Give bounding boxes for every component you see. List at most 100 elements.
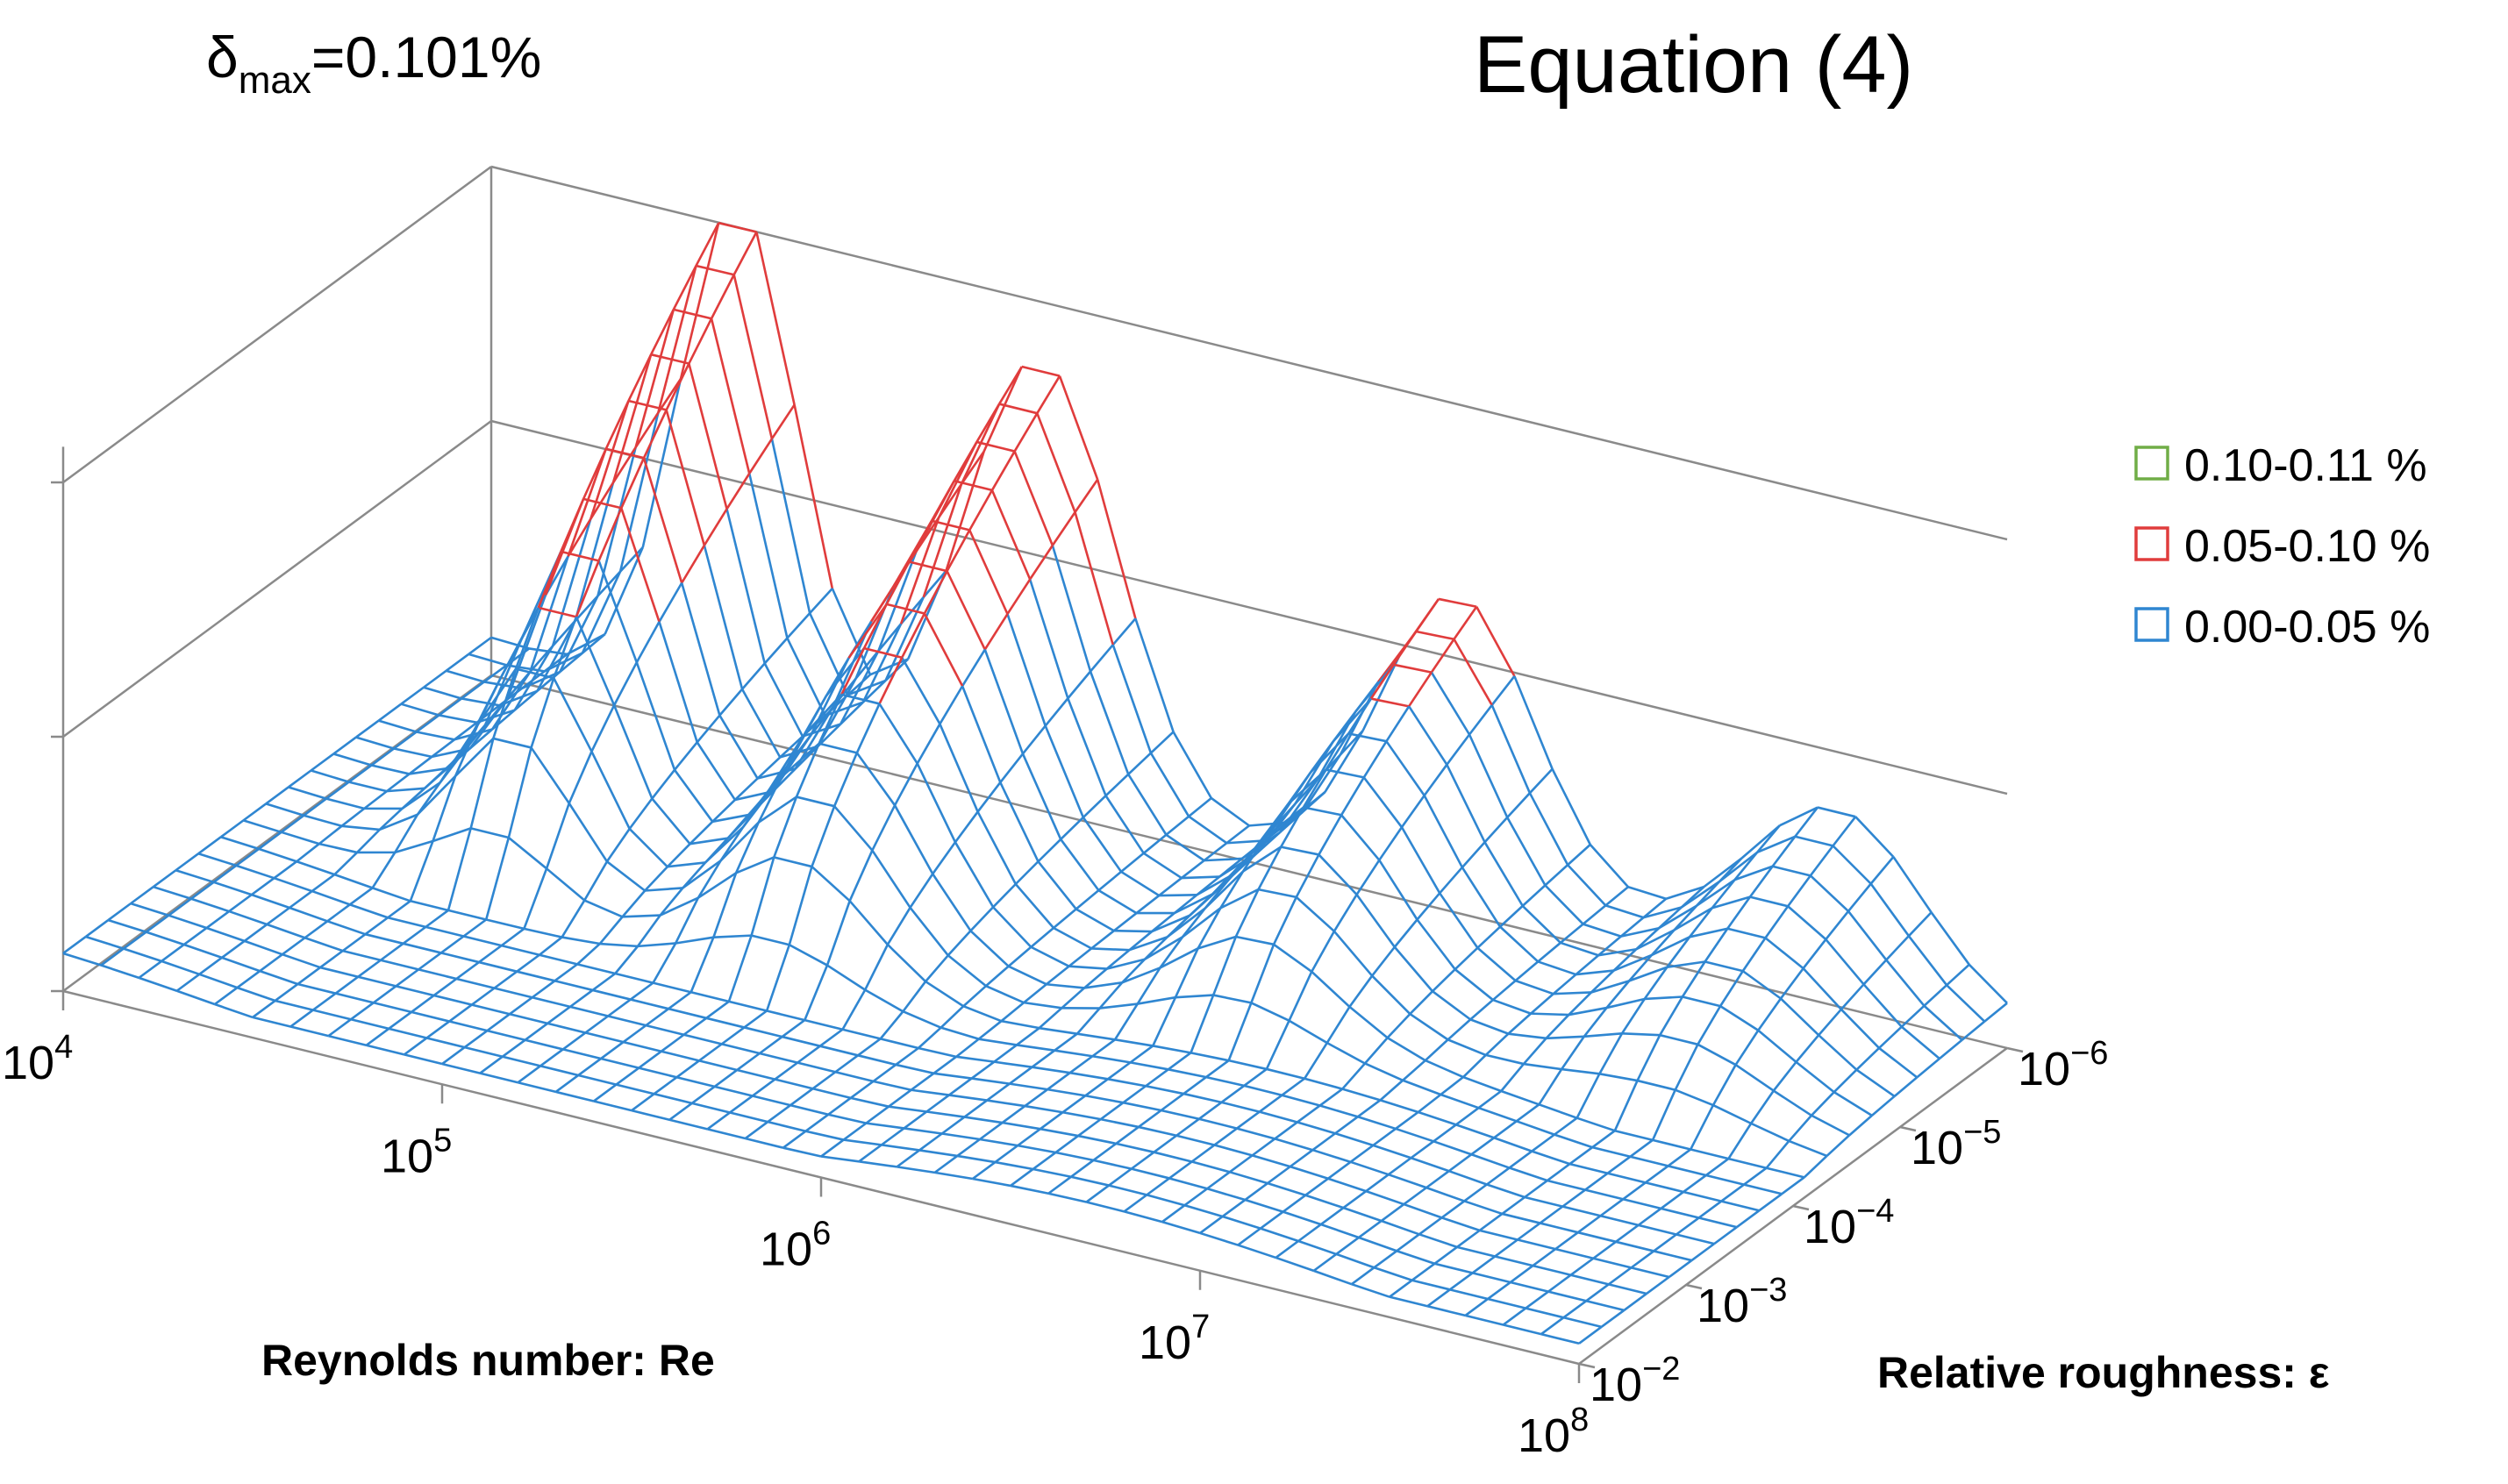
surface-mesh-line: [1712, 1103, 1752, 1125]
surface-mesh-line: [979, 1121, 1004, 1141]
surface-mesh-line: [1334, 1132, 1374, 1147]
surface-mesh-line: [506, 595, 547, 699]
surface-mesh-line: [597, 507, 623, 561]
surface-mesh-line: [598, 916, 624, 945]
surface-mesh-line: [1490, 704, 1532, 794]
surface-mesh-line: [1142, 833, 1168, 854]
surface-mesh-line: [1349, 1144, 1375, 1163]
surface-mesh-line: [1205, 1075, 1245, 1088]
surface-mesh-line: [1983, 1002, 2008, 1023]
surface-mesh-line: [1502, 1212, 1540, 1224]
legend-swatch: [2134, 446, 2169, 481]
surface-mesh-line: [1385, 740, 1425, 796]
surface-mesh-line: [366, 1044, 405, 1056]
surface-mesh-line: [1676, 1233, 1715, 1245]
surface-mesh-line: [790, 1103, 829, 1117]
surface-mesh-line: [539, 936, 563, 956]
surface-mesh-line: [1794, 806, 1819, 838]
surface-mesh-line: [1076, 1032, 1116, 1041]
surface-mesh-line: [1225, 824, 1250, 845]
surface-mesh-line: [1010, 1184, 1049, 1195]
surface-mesh-line: [1068, 1055, 1094, 1074]
surface-mesh-line: [1577, 1231, 1617, 1244]
surface-mesh-line: [827, 1096, 852, 1116]
surface-mesh-line: [486, 1013, 511, 1032]
surface-mesh-line: [1615, 1240, 1654, 1252]
surface-mesh-line: [1151, 912, 1175, 933]
surface-mesh-line: [1312, 1252, 1338, 1272]
surface-mesh-line: [809, 588, 833, 614]
y-tick-labels: 10−6 10−5 10−4 10−3 10−2: [1578, 1035, 2108, 1411]
surface-mesh-line: [1598, 1032, 1624, 1074]
surface-mesh-line: [1885, 959, 1926, 1007]
surface-mesh-line: [1396, 1250, 1435, 1266]
surface-mesh-line: [842, 1028, 882, 1040]
surface-mesh-line: [879, 1010, 904, 1040]
surface-mesh-line: [976, 781, 1002, 813]
surface-mesh-line: [1111, 644, 1153, 753]
surface-mesh-line: [611, 353, 653, 483]
surface-mesh-line: [1486, 1167, 1511, 1186]
surface-mesh-line: [1622, 1198, 1661, 1210]
surface-mesh-line: [1044, 725, 1085, 818]
surface-mesh-line: [1447, 1038, 1487, 1057]
surface-mesh-line: [235, 864, 275, 880]
surface-mesh-line: [1484, 1032, 1510, 1056]
surface-mesh-line: [903, 1110, 928, 1130]
surface-mesh-line: [1570, 1274, 1610, 1286]
surface-mesh-line: [1312, 1148, 1352, 1164]
surface-mesh-line: [744, 1121, 769, 1140]
surface-mesh-line: [1025, 1104, 1063, 1114]
surface-mesh-line: [916, 762, 957, 843]
surface-mesh-line: [841, 988, 867, 1031]
surface-mesh-line: [1334, 1116, 1359, 1135]
surface-mesh-line: [1051, 511, 1076, 546]
surface-mesh-line: [1365, 1189, 1404, 1206]
surface-mesh-line: [408, 755, 433, 775]
surface-mesh-line: [1766, 1167, 1805, 1179]
surface-mesh-line: [1788, 1114, 1812, 1142]
surface-mesh-line: [1441, 1216, 1481, 1232]
surface-mesh-line: [886, 907, 911, 945]
surface-mesh-line: [797, 1061, 836, 1074]
surface-mesh-line: [1727, 1123, 1753, 1159]
surface-mesh-line: [819, 1028, 844, 1047]
surface-mesh-line: [1652, 1138, 1691, 1151]
surface-mesh-line: [1030, 945, 1070, 967]
surface-mesh-line: [1257, 846, 1283, 890]
surface-mesh-line: [1456, 1245, 1496, 1258]
surface-mesh-line: [584, 1015, 609, 1034]
surface-mesh-line: [1075, 889, 1100, 910]
surface-mesh-line: [719, 821, 760, 862]
surface-mesh-line: [1113, 1002, 1139, 1040]
surface-mesh-line: [1690, 1148, 1729, 1160]
surface-mesh-line: [252, 1016, 291, 1028]
surface-mesh-line: [1184, 1203, 1224, 1218]
surface-mesh-line: [1395, 1110, 1419, 1130]
y-axis-tick: [2006, 1046, 2024, 1053]
surface-mesh-line: [848, 850, 874, 902]
surface-mesh-line: [1077, 1134, 1117, 1145]
surface-mesh-line: [1183, 1188, 1208, 1207]
surface-mesh-line: [394, 814, 419, 853]
y-axis-tick: [1685, 1283, 1703, 1290]
surface-mesh-line: [539, 953, 578, 966]
surface-mesh-line: [918, 1046, 957, 1059]
surface-mesh-line: [933, 1072, 972, 1080]
surface-mesh-line: [1667, 1148, 1692, 1167]
surface-mesh-line: [1490, 675, 1516, 706]
surface-mesh-line: [672, 265, 697, 310]
surface-mesh-line: [689, 820, 714, 845]
surface-mesh-line: [476, 667, 518, 725]
surface-mesh-line: [1523, 1062, 1562, 1071]
surface-mesh-line: [1341, 1062, 1366, 1090]
surface-mesh-line: [1593, 1257, 1632, 1269]
surface-mesh-line: [866, 1122, 904, 1130]
surface-mesh-line: [861, 680, 887, 703]
surface-mesh-line: [1372, 1144, 1411, 1159]
surface-mesh-line: [237, 986, 276, 1002]
surface-mesh-line: [1062, 1110, 1101, 1121]
surface-mesh-line: [1757, 997, 1783, 1031]
surface-mesh-line: [1764, 905, 1790, 939]
surface-mesh-line: [1607, 1172, 1647, 1184]
